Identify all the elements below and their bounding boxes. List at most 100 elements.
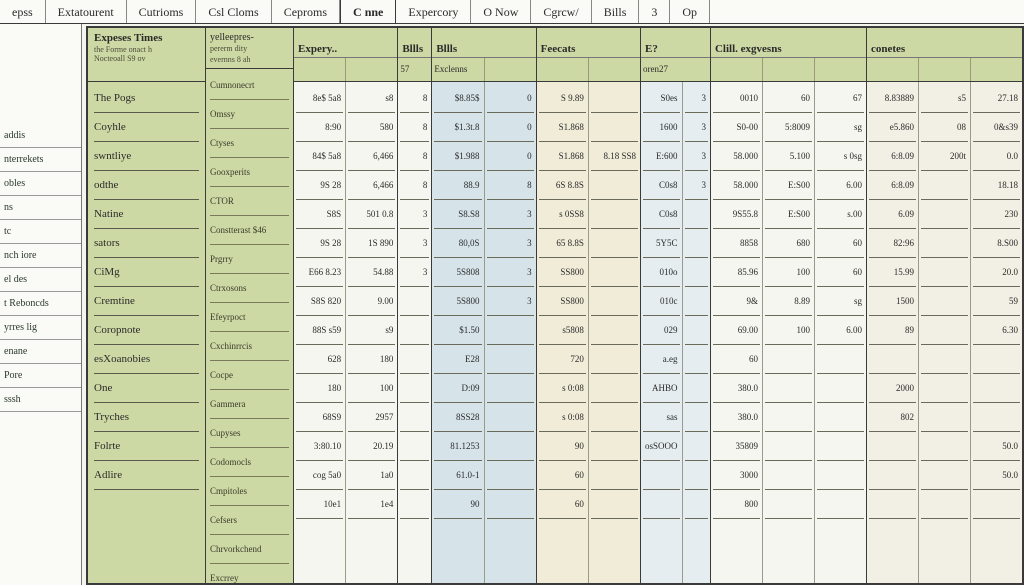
data-cell[interactable]: 100 (348, 374, 395, 403)
data-cell[interactable]: 1S 890 (348, 229, 395, 258)
data-cell[interactable] (921, 200, 968, 229)
data-cell[interactable] (591, 316, 638, 345)
data-cell[interactable] (765, 374, 812, 403)
data-cell[interactable]: SS800 (539, 287, 586, 316)
category-row[interactable]: odthe (94, 171, 199, 200)
data-cell[interactable]: 15.99 (869, 258, 916, 287)
data-cell[interactable]: 9S 28 (296, 171, 343, 200)
data-cell[interactable]: 82:96 (869, 229, 916, 258)
data-cell[interactable]: 0 (487, 113, 534, 142)
data-cell[interactable]: S1.868 (539, 113, 586, 142)
data-cell[interactable] (817, 432, 864, 461)
data-cell[interactable]: 802 (869, 403, 916, 432)
data-cell[interactable]: 8.83889 (869, 84, 916, 113)
data-cell[interactable]: s9 (348, 316, 395, 345)
data-cell[interactable]: 9& (713, 287, 760, 316)
sidebar-item[interactable]: Pore (0, 364, 81, 388)
data-cell[interactable]: 200t (921, 142, 968, 171)
data-cell[interactable]: 90 (539, 432, 586, 461)
data-cell[interactable]: osSOOO (643, 432, 680, 461)
data-cell[interactable]: 010o (643, 258, 680, 287)
data-cell[interactable]: 81.1253 (434, 432, 481, 461)
data-cell[interactable] (765, 432, 812, 461)
data-cell[interactable]: s5 (921, 84, 968, 113)
data-cell[interactable] (685, 403, 708, 432)
data-cell[interactable] (685, 374, 708, 403)
data-cell[interactable]: $1.988 (434, 142, 481, 171)
data-cell[interactable] (921, 374, 968, 403)
data-cell[interactable] (765, 461, 812, 490)
data-cell[interactable]: 50.0 (973, 432, 1020, 461)
data-cell[interactable]: $8.85$ (434, 84, 481, 113)
data-cell[interactable] (765, 345, 812, 374)
data-cell[interactable]: 8 (400, 84, 429, 113)
data-cell[interactable]: 3 (400, 229, 429, 258)
data-cell[interactable] (591, 229, 638, 258)
data-cell[interactable]: 0 (487, 84, 534, 113)
data-cell[interactable] (921, 171, 968, 200)
data-cell[interactable]: s 0SS8 (539, 200, 586, 229)
data-cell[interactable]: 230 (973, 200, 1020, 229)
top-tab[interactable]: C nne (340, 0, 396, 23)
data-cell[interactable]: S0es (643, 84, 680, 113)
category-row[interactable]: esXoanobies (94, 345, 199, 374)
data-cell[interactable]: 1a0 (348, 461, 395, 490)
subcategory-row[interactable]: Cupyses (210, 419, 289, 448)
top-tab[interactable]: epss (0, 0, 46, 23)
category-row[interactable]: Coyhle (94, 113, 199, 142)
sidebar-item[interactable]: addis (0, 124, 81, 148)
category-row[interactable]: Adlire (94, 461, 199, 490)
sidebar-item[interactable]: ns (0, 196, 81, 220)
data-cell[interactable] (591, 374, 638, 403)
data-cell[interactable] (400, 374, 429, 403)
category-row[interactable]: The Pogs (94, 84, 199, 113)
data-cell[interactable] (973, 374, 1020, 403)
data-cell[interactable]: 54.88 (348, 258, 395, 287)
data-cell[interactable]: E28 (434, 345, 481, 374)
subcategory-row[interactable]: Chrvorkchend (210, 535, 289, 564)
data-cell[interactable]: 8858 (713, 229, 760, 258)
subcategory-row[interactable]: Cocpe (210, 361, 289, 390)
data-cell[interactable]: E:S00 (765, 171, 812, 200)
data-cell[interactable]: 029 (643, 316, 680, 345)
data-cell[interactable] (685, 200, 708, 229)
data-cell[interactable]: 5Y5C (643, 229, 680, 258)
data-cell[interactable]: e5.860 (869, 113, 916, 142)
data-cell[interactable]: 68S9 (296, 403, 343, 432)
data-cell[interactable]: 100 (765, 258, 812, 287)
data-cell[interactable]: 2957 (348, 403, 395, 432)
data-cell[interactable] (921, 432, 968, 461)
data-cell[interactable] (817, 345, 864, 374)
top-tab[interactable]: Op (670, 0, 710, 23)
data-cell[interactable]: 6.00 (817, 171, 864, 200)
data-cell[interactable]: E:S00 (765, 200, 812, 229)
data-cell[interactable]: 6:8.09 (869, 171, 916, 200)
data-cell[interactable]: 6.09 (869, 200, 916, 229)
data-cell[interactable]: 6.30 (973, 316, 1020, 345)
top-tab[interactable]: Bills (592, 0, 640, 23)
data-cell[interactable]: 800 (713, 490, 760, 519)
data-cell[interactable]: 18.18 (973, 171, 1020, 200)
data-cell[interactable]: 8:90 (296, 113, 343, 142)
sidebar-item[interactable]: sssh (0, 388, 81, 412)
subcategory-row[interactable]: Excrrey (210, 564, 289, 585)
data-cell[interactable]: 6.00 (817, 316, 864, 345)
data-cell[interactable]: 85.96 (713, 258, 760, 287)
data-cell[interactable] (591, 113, 638, 142)
subcategory-row[interactable]: Cmpitoles (210, 477, 289, 506)
data-cell[interactable]: 3 (487, 287, 534, 316)
data-cell[interactable]: 50.0 (973, 461, 1020, 490)
data-cell[interactable] (487, 432, 534, 461)
data-cell[interactable]: 5:8009 (765, 113, 812, 142)
category-row[interactable]: Coropnote (94, 316, 199, 345)
sidebar-item[interactable]: nch iore (0, 244, 81, 268)
sidebar-item[interactable]: enane (0, 340, 81, 364)
data-cell[interactable] (973, 345, 1020, 374)
data-cell[interactable]: 380.0 (713, 403, 760, 432)
data-cell[interactable]: 9S55.8 (713, 200, 760, 229)
data-cell[interactable]: SS800 (539, 258, 586, 287)
data-cell[interactable]: 27.18 (973, 84, 1020, 113)
data-cell[interactable]: 3 (487, 258, 534, 287)
data-cell[interactable]: 1600 (643, 113, 680, 142)
data-cell[interactable]: 3 (685, 84, 708, 113)
